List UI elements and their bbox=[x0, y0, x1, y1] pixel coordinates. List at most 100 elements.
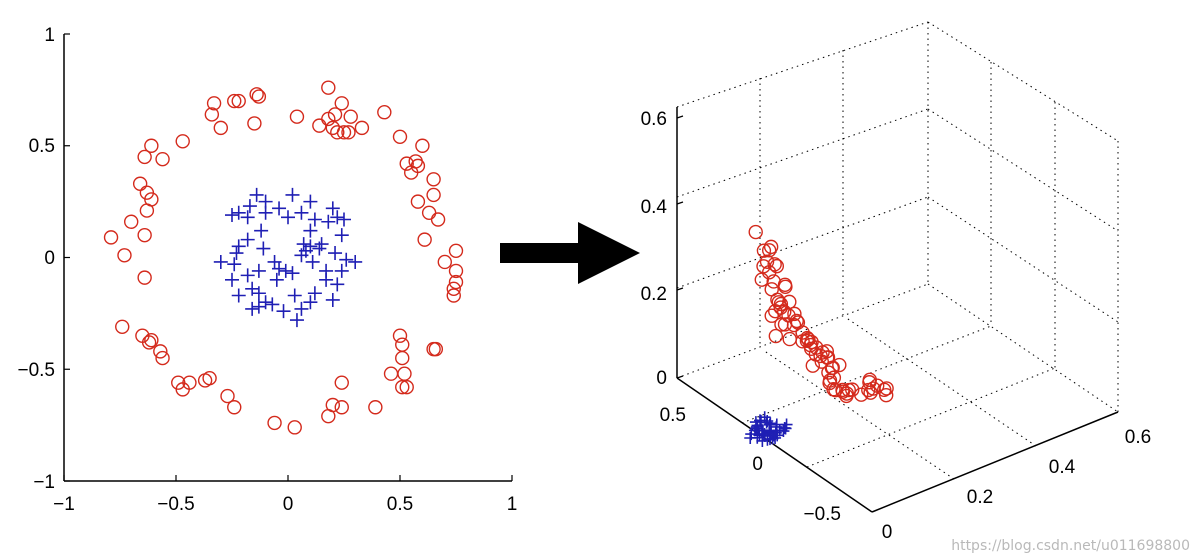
plus-point bbox=[254, 223, 269, 238]
chart-3d-x-axis bbox=[676, 377, 873, 513]
circle-point bbox=[410, 194, 426, 209]
circle-point-3d bbox=[854, 387, 869, 402]
plus-point bbox=[240, 268, 255, 283]
circle-point bbox=[426, 187, 441, 203]
plus-point-3d bbox=[764, 417, 777, 430]
plus-point bbox=[285, 266, 300, 281]
circle-point bbox=[155, 151, 170, 167]
circle-point bbox=[206, 96, 222, 111]
plus-point bbox=[256, 241, 271, 256]
circle-point bbox=[417, 232, 432, 247]
circle-point bbox=[115, 319, 130, 334]
plus-point bbox=[305, 254, 320, 269]
plus-point bbox=[242, 199, 257, 214]
chart-3d-grid bbox=[676, 21, 1119, 480]
plus-point-3d bbox=[769, 431, 782, 444]
x3-tick-label-2: −0.5 bbox=[803, 504, 841, 525]
circle-point bbox=[330, 125, 345, 140]
watermark: https://blog.csdn.net/u011698800 bbox=[951, 538, 1190, 554]
circle-point bbox=[343, 109, 358, 124]
plus-point bbox=[281, 210, 295, 225]
plus-point bbox=[303, 295, 318, 310]
plus-point-3d bbox=[744, 432, 757, 445]
circle-point-3d bbox=[795, 334, 810, 349]
circle-point-3d bbox=[814, 354, 829, 369]
circle-point bbox=[155, 350, 170, 366]
plus-point bbox=[258, 205, 273, 220]
circle-point bbox=[251, 89, 267, 104]
circle-point bbox=[321, 408, 336, 424]
circle-point-3d bbox=[763, 239, 779, 255]
x3-tick-label-1: 0 bbox=[752, 454, 763, 475]
circle-point bbox=[141, 335, 157, 350]
circle-point bbox=[395, 350, 410, 366]
circle-point-3d bbox=[861, 382, 876, 398]
circle-point bbox=[202, 370, 217, 386]
circle-point bbox=[312, 118, 327, 133]
plus-point bbox=[278, 263, 293, 278]
circle-point-3d bbox=[756, 243, 772, 258]
plus-point bbox=[348, 254, 363, 269]
plus-point bbox=[251, 263, 266, 278]
plus-point bbox=[240, 232, 255, 247]
chart-2d-marks bbox=[103, 80, 464, 435]
circle-point-3d bbox=[778, 279, 793, 294]
plus-point bbox=[225, 208, 239, 223]
plus-point bbox=[272, 261, 287, 276]
plus-point-3d bbox=[780, 418, 793, 431]
circle-point bbox=[377, 105, 392, 120]
chart-2d: −1 −0.5 0 0.5 1 1 0.5 0 −0.5 −1 bbox=[17, 25, 517, 515]
circle-point bbox=[448, 263, 464, 279]
y3-tick-label-0: 0 bbox=[882, 522, 893, 543]
circle-point-3d bbox=[813, 348, 828, 364]
circle-point-3d bbox=[789, 313, 804, 329]
x-tick-label-3: 0.5 bbox=[387, 494, 413, 515]
y-tick-label-1: 0.5 bbox=[29, 136, 55, 157]
circle-point-3d bbox=[879, 381, 894, 396]
circle-point-3d bbox=[815, 345, 830, 360]
chart-3d-ticks bbox=[676, 115, 684, 379]
plus-point bbox=[213, 254, 228, 269]
circle-point-3d bbox=[821, 365, 836, 380]
z-tick-mark bbox=[676, 115, 684, 119]
plus-point bbox=[231, 205, 246, 220]
circle-point bbox=[153, 344, 168, 359]
plus-point bbox=[272, 201, 287, 216]
circle-point bbox=[137, 149, 152, 165]
circle-point bbox=[137, 270, 152, 285]
z-tick-mark bbox=[676, 201, 684, 205]
x-tick-label-1: −0.5 bbox=[157, 494, 195, 515]
circle-point-3d bbox=[870, 378, 885, 393]
circle-point-3d bbox=[754, 272, 769, 287]
y3-tick-label-3: 0.6 bbox=[1125, 427, 1151, 448]
chart-3d-box bbox=[676, 21, 1119, 513]
circle-point bbox=[175, 134, 190, 149]
circle-point-3d bbox=[879, 387, 894, 403]
plus-point bbox=[307, 212, 322, 227]
circle-point bbox=[395, 337, 410, 352]
plus-point bbox=[337, 212, 351, 227]
circle-point bbox=[144, 138, 159, 153]
circle-point-3d bbox=[761, 243, 777, 258]
circle-point bbox=[139, 203, 155, 218]
circle-point-3d bbox=[801, 332, 816, 347]
circle-point bbox=[354, 120, 370, 136]
circle-point bbox=[334, 375, 349, 390]
plus-point bbox=[325, 201, 340, 216]
circle-point bbox=[392, 129, 408, 145]
plus-point bbox=[245, 301, 260, 316]
circle-point bbox=[446, 281, 461, 296]
circle-point bbox=[437, 254, 452, 270]
circle-point bbox=[392, 328, 408, 343]
chart-3d: 0 0.2 0.4 0.6 0.5 0 −0.5 0 0.2 0.4 0.6 bbox=[641, 21, 1151, 543]
circle-point bbox=[426, 172, 441, 187]
plus-point bbox=[325, 292, 340, 307]
circle-point-3d bbox=[799, 333, 815, 349]
circle-point-3d bbox=[767, 257, 782, 272]
circle-point bbox=[341, 125, 356, 140]
plus-point bbox=[276, 304, 291, 319]
y3-tick-label-2: 0.4 bbox=[1049, 457, 1076, 478]
plus-point bbox=[251, 286, 266, 301]
plus-point bbox=[294, 248, 309, 263]
